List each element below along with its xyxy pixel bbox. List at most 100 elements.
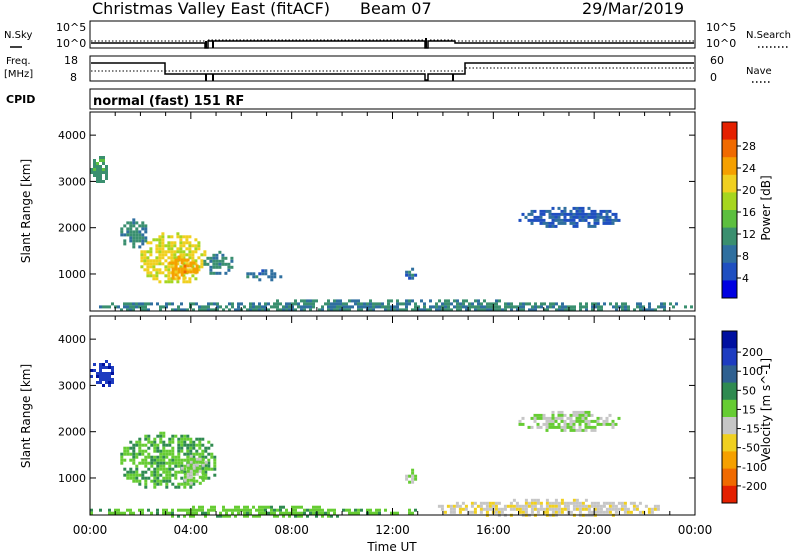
heatmap-cell <box>258 302 261 306</box>
heatmap-cell <box>146 274 150 278</box>
heatmap-cell <box>489 302 492 306</box>
heatmap-cell <box>612 305 615 309</box>
heatmap-cell <box>543 302 546 306</box>
heatmap-cell <box>435 308 438 312</box>
heatmap-cell <box>441 305 444 309</box>
heatmap-cell <box>246 508 249 512</box>
heatmap-cell <box>270 269 274 273</box>
heatmap-cell <box>575 419 579 423</box>
heatmap-cell <box>167 268 171 272</box>
heatmap-cell <box>357 511 360 515</box>
heatmap-cell <box>327 308 330 312</box>
heatmap-cell <box>411 511 414 515</box>
heatmap-cell <box>129 452 133 456</box>
heatmap-cell <box>194 250 198 254</box>
heatmap-cell <box>177 270 181 274</box>
heatmap-cell <box>351 299 354 303</box>
nave-trace <box>91 67 694 72</box>
heatmap-cell <box>243 511 246 515</box>
heatmap-cell <box>99 177 102 180</box>
heatmap-cell <box>183 434 187 438</box>
heatmap-cell <box>270 278 274 282</box>
heatmap-cell <box>581 215 585 219</box>
heatmap-cell <box>602 209 606 213</box>
heatmap-cell <box>618 305 621 309</box>
heatmap-cell <box>155 271 159 275</box>
heatmap-cell <box>653 504 657 508</box>
heatmap-cell <box>192 505 195 509</box>
heatmap-cell <box>590 428 594 432</box>
heatmap-cell <box>596 510 600 514</box>
heatmap-cell <box>102 162 105 165</box>
heatmap-cell <box>614 504 618 508</box>
heatmap-cell <box>123 449 127 453</box>
heatmap-cell <box>114 508 117 512</box>
heatmap-cell <box>129 233 133 237</box>
heatmap-cell <box>530 218 534 222</box>
heatmap-cell <box>560 498 564 502</box>
heatmap-cell <box>99 180 102 183</box>
heatmap-cell <box>510 302 513 306</box>
heatmap-cell <box>366 302 369 306</box>
heatmap-cell <box>204 511 207 515</box>
heatmap-cell <box>204 466 208 470</box>
heatmap-cell <box>539 221 543 225</box>
heatmap-cell <box>566 425 570 429</box>
y-tick-label: 1000 <box>58 472 86 485</box>
heatmap-cell <box>180 470 184 474</box>
heatmap-cell <box>593 507 597 511</box>
heatmap-cell <box>312 505 315 509</box>
heatmap-cell <box>171 440 175 444</box>
heatmap-cell <box>309 299 312 303</box>
heatmap-cell <box>360 308 363 312</box>
heatmap-cell <box>555 308 558 312</box>
heatmap-cell <box>108 372 111 375</box>
heatmap-cell <box>197 265 201 269</box>
x-tick-label: 16:00 <box>476 523 511 537</box>
heatmap-cell <box>575 206 579 210</box>
heatmap-cell <box>120 458 124 462</box>
heatmap-cell <box>611 221 615 225</box>
heatmap-cell <box>180 273 184 277</box>
heatmap-cell <box>569 416 573 420</box>
heatmap-cell <box>171 302 174 306</box>
heatmap-cell <box>342 508 345 512</box>
heatmap-cell <box>177 437 181 441</box>
heatmap-cell <box>237 511 240 515</box>
heatmap-cell <box>551 425 555 429</box>
heatmap-cell <box>153 449 157 453</box>
heatmap-cell <box>621 305 624 309</box>
heatmap-cell <box>132 224 136 228</box>
heatmap-cell <box>246 514 249 518</box>
heatmap-cell <box>99 159 102 162</box>
heatmap-cell <box>96 171 99 174</box>
heatmap-cell <box>180 434 184 438</box>
heatmap-cell <box>195 469 199 473</box>
heatmap-cell <box>417 308 420 312</box>
heatmap-cell <box>143 259 147 263</box>
heatmap-cell <box>183 276 187 280</box>
heatmap-cell <box>143 268 147 272</box>
heatmap-cell <box>102 171 105 174</box>
heatmap-cell <box>294 299 297 303</box>
heatmap-cell <box>648 305 651 309</box>
heatmap-cell <box>264 508 267 512</box>
heatmap-cell <box>402 302 405 306</box>
heatmap-cell <box>476 504 480 508</box>
heatmap-cell <box>258 272 262 276</box>
heatmap-cell <box>264 269 268 273</box>
heatmap-cell <box>177 258 181 262</box>
power-x-tick-marks <box>89 112 696 311</box>
heatmap-cell <box>171 261 175 265</box>
heatmap-cell <box>267 308 270 312</box>
heatmap-cell <box>435 302 438 306</box>
heatmap-cell <box>201 511 204 515</box>
heatmap-cell <box>536 507 540 511</box>
x-tick-label: 04:00 <box>174 523 209 537</box>
heatmap-cell <box>200 262 204 266</box>
heatmap-cell <box>474 299 477 303</box>
heatmap-cell <box>194 244 198 248</box>
heatmap-cell <box>201 463 205 467</box>
heatmap-cell <box>155 244 159 248</box>
heatmap-cell <box>363 302 366 306</box>
